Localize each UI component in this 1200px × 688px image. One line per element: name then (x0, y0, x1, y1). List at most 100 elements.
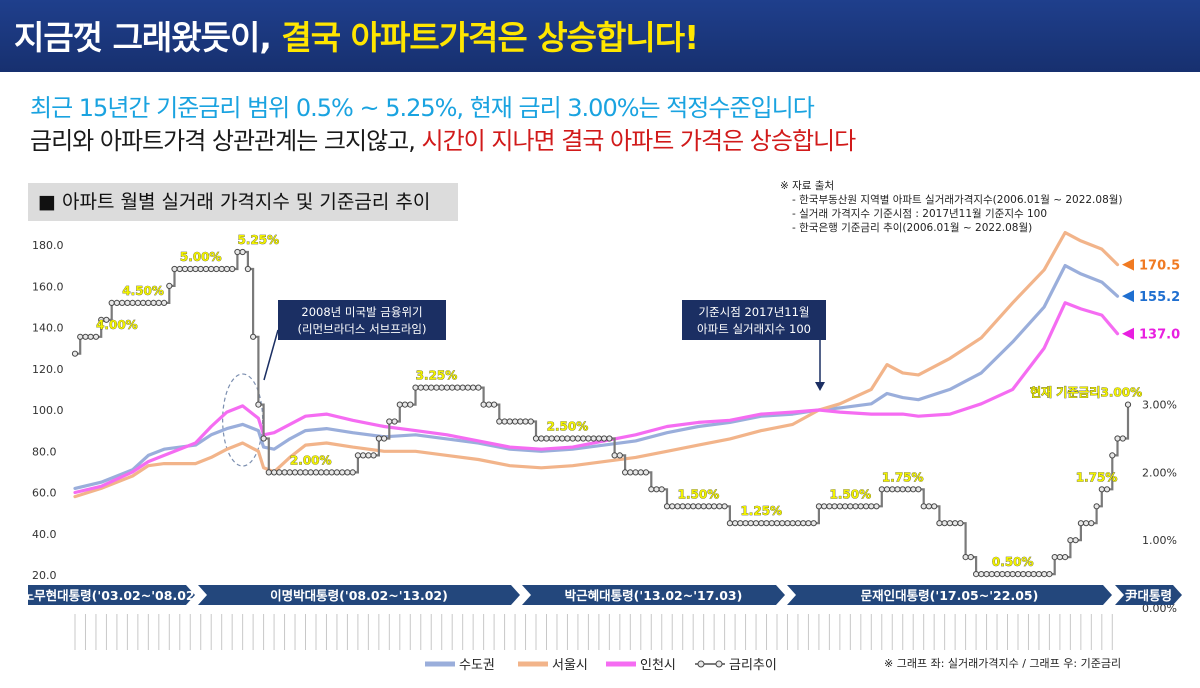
rate-point (973, 571, 980, 578)
rate-point (747, 520, 754, 527)
rate-point (171, 265, 178, 273)
rate-point (255, 401, 262, 408)
rate-point (422, 384, 430, 391)
rate-point (501, 418, 508, 425)
rate-point (108, 299, 115, 306)
rate-point (181, 265, 189, 273)
rate-point (873, 503, 880, 510)
rate-point (831, 503, 838, 510)
rate-label: 4.50% (122, 284, 164, 298)
rate-point (936, 520, 943, 527)
rate-point (119, 299, 126, 306)
end-value-arrow (1122, 327, 1134, 340)
rate-point (87, 333, 94, 340)
end-value-label: 170.5 (1139, 259, 1180, 274)
rate-point (1088, 520, 1095, 527)
rate-point (726, 520, 734, 527)
rate-point (401, 401, 409, 408)
era-band-segment (198, 585, 520, 605)
rate-point (239, 248, 246, 256)
rate-point (925, 503, 933, 510)
rate-point (234, 248, 241, 256)
rate-point (941, 520, 948, 527)
rate-point (773, 520, 781, 527)
rate-label: 2.00% (290, 453, 332, 467)
rate-point (800, 520, 807, 527)
rate-point (826, 503, 833, 510)
rate-point (1020, 571, 1027, 578)
rate-point (218, 265, 225, 273)
rate-point (129, 299, 136, 306)
rate-point (548, 435, 555, 442)
rate-label: 0.50% (992, 555, 1034, 569)
end-value-arrow (1122, 290, 1134, 303)
title-white-part: 지금껏 그래왔듯이, (14, 18, 282, 57)
rate-point (250, 333, 257, 340)
rate-point (124, 299, 131, 306)
rate-point (993, 571, 1001, 578)
rate-point (1025, 571, 1032, 578)
rate-point (574, 435, 582, 442)
rate-point (417, 384, 424, 391)
rate-point (653, 486, 660, 493)
rate-point (202, 265, 210, 273)
rate-point (349, 469, 356, 476)
series-line-seoul (73, 231, 1120, 499)
rate-point (459, 384, 466, 391)
notes-head: ※ 자료 출처 (780, 180, 835, 192)
notes-item: - 한국부동산원 지역별 아파트 실거래가격지수(2006.01월 ~ 2022… (792, 194, 1123, 206)
subtitle-2-black: 금리와 아파트가격 상관관계는 크지않고, (30, 127, 422, 155)
rate-point (161, 299, 168, 306)
rate-point (192, 265, 199, 273)
rate-point (679, 503, 686, 510)
era-label: 박근혜대통령('13.02~'17.03) (565, 588, 743, 603)
rate-point (150, 299, 157, 306)
rate-point (145, 299, 152, 306)
rate-point (553, 435, 561, 442)
rate-point (271, 469, 278, 476)
legend-label: 수도권 (459, 658, 495, 673)
subtitle-line-2: 금리와 아파트가격 상관관계는 크지않고, 시간이 지나면 결국 아파트 가격은… (30, 121, 856, 156)
rate-point (711, 503, 718, 510)
legend-label: 인천시 (640, 658, 676, 673)
rate-point (931, 503, 938, 510)
rate-point (595, 435, 603, 442)
rate-point (475, 384, 482, 391)
rate-point (857, 503, 864, 510)
legend-marker (715, 660, 723, 668)
series-line-capital (73, 264, 1120, 490)
rate-point (532, 435, 540, 442)
series-line-incheon (73, 301, 1120, 495)
rate-label: 1.75% (1076, 470, 1118, 484)
rate-point (176, 265, 183, 273)
end-value-label: 137.0 (1139, 328, 1180, 343)
era-label: 노무현대통령('03.02~'08.02) (23, 588, 201, 603)
rate-point (815, 503, 823, 510)
era-band-segment (787, 585, 1112, 605)
rate-point (658, 486, 665, 493)
rate-point (517, 418, 524, 425)
left-axis-tick-label: 80.0 (32, 445, 57, 458)
rate-point (328, 469, 335, 476)
rate-point (695, 503, 702, 510)
rate-point (333, 469, 340, 476)
left-axis-tick-label: 20.0 (32, 569, 57, 582)
rate-point (847, 503, 854, 510)
rate-point (564, 435, 571, 442)
annotation-arrowhead (815, 382, 825, 391)
rate-point (752, 520, 760, 527)
rate-point (281, 469, 288, 476)
rate-point (1067, 537, 1074, 544)
rate-point (585, 435, 592, 442)
rate-point (1009, 571, 1016, 578)
rate-point (988, 571, 995, 578)
right-axis-tick-label: 3.00% (1142, 399, 1177, 412)
rate-point (910, 486, 917, 493)
legend-label: 서울시 (552, 658, 588, 673)
rate-point (737, 520, 744, 527)
rate-point (443, 384, 451, 391)
end-value-arrow (1122, 258, 1134, 271)
rate-point (1119, 435, 1126, 442)
rate-label: 현재 기준금리3.00% (1030, 385, 1142, 400)
